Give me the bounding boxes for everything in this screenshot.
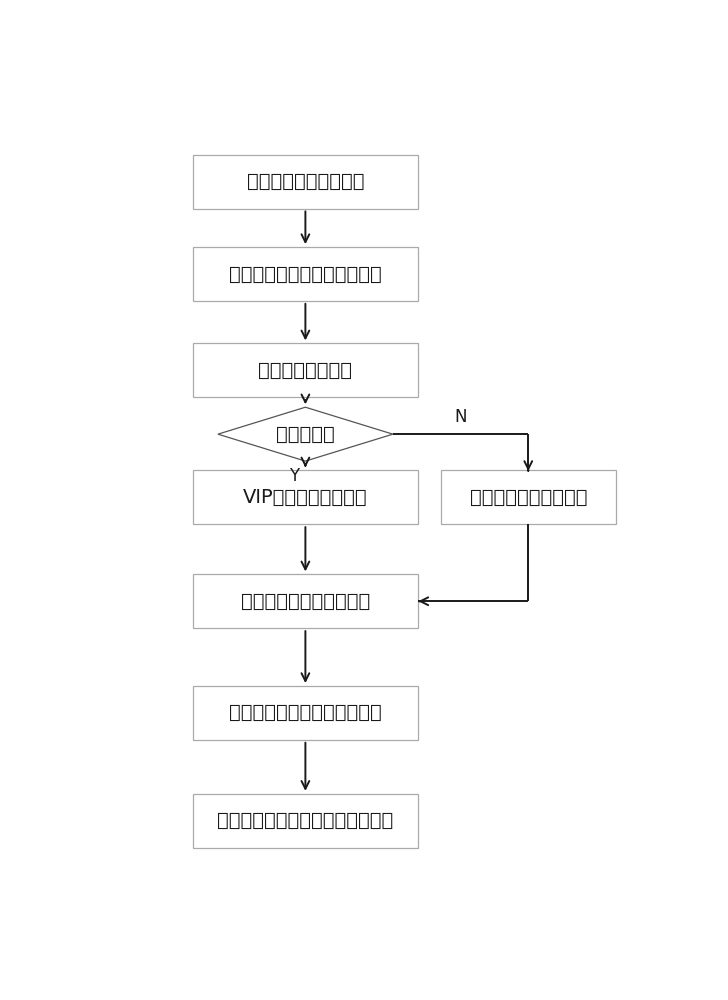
Text: N: N xyxy=(454,408,467,426)
FancyBboxPatch shape xyxy=(192,343,419,397)
FancyBboxPatch shape xyxy=(192,686,419,740)
FancyBboxPatch shape xyxy=(192,794,419,848)
Text: VIP用户数据分析处理: VIP用户数据分析处理 xyxy=(243,488,368,507)
Text: 云客户端数据采集及数据上送: 云客户端数据采集及数据上送 xyxy=(229,264,381,284)
FancyBboxPatch shape xyxy=(192,247,419,301)
Polygon shape xyxy=(218,407,393,461)
Text: 云监管模块保证云客户端正常运行: 云监管模块保证云客户端正常运行 xyxy=(217,811,394,830)
Text: Y: Y xyxy=(289,467,299,485)
Text: 云客户端数据展示及指令执行: 云客户端数据展示及指令执行 xyxy=(229,703,381,722)
FancyBboxPatch shape xyxy=(192,155,419,209)
FancyBboxPatch shape xyxy=(441,470,616,524)
Text: 普通用户数据分析处理: 普通用户数据分析处理 xyxy=(470,488,587,507)
Text: 云服务端数据验证: 云服务端数据验证 xyxy=(258,361,352,380)
FancyBboxPatch shape xyxy=(192,470,419,524)
Text: 验证通过？: 验证通过？ xyxy=(276,425,335,444)
FancyBboxPatch shape xyxy=(192,574,419,628)
Text: 云服务端数据存储及回传: 云服务端数据存储及回传 xyxy=(241,592,370,611)
Text: 用户定制云客户端应用: 用户定制云客户端应用 xyxy=(247,172,364,191)
